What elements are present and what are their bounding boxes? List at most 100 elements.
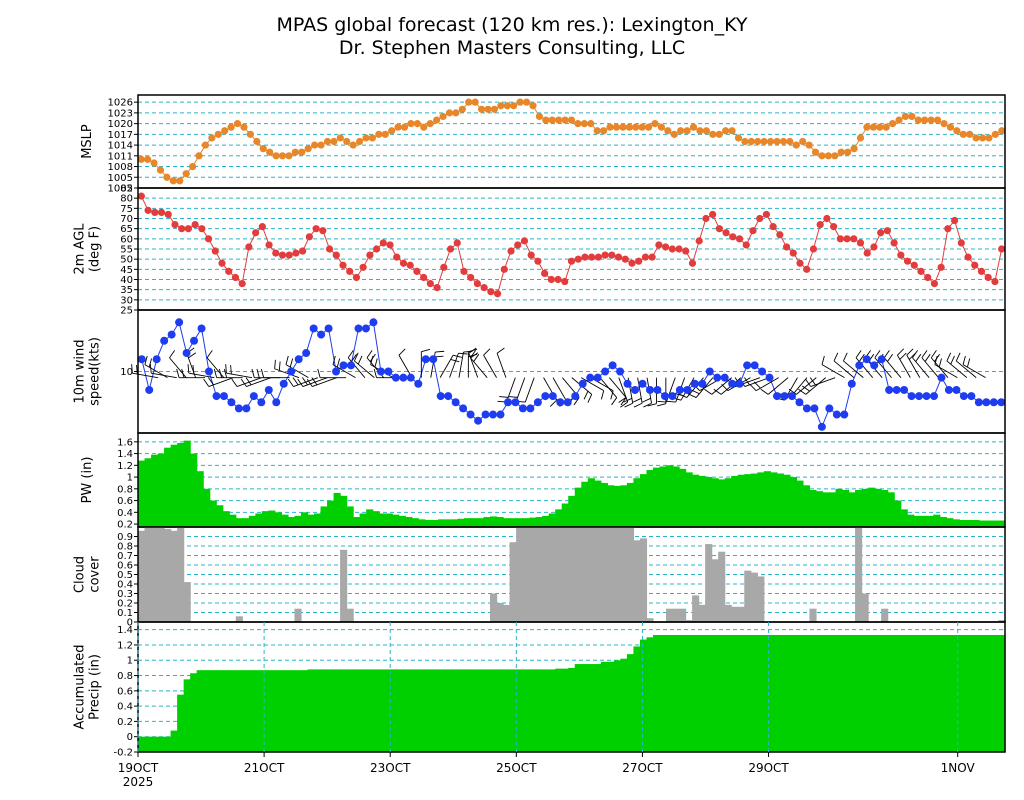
pw-bar — [496, 517, 504, 527]
cloud-bar — [607, 527, 615, 622]
wind-barb — [821, 364, 845, 379]
mslp-point — [542, 116, 550, 124]
cloud-bar — [587, 527, 595, 622]
precip-bar — [776, 635, 784, 752]
mslp-point — [991, 130, 999, 138]
precip-bar — [907, 635, 915, 752]
precip-bar — [353, 669, 361, 752]
wind-point — [802, 404, 811, 413]
precip-bar — [450, 669, 459, 752]
pw-bar — [972, 519, 980, 527]
wind-barb-feather — [421, 348, 431, 353]
wind-point — [690, 379, 699, 388]
temp-point — [937, 263, 945, 271]
mslp-point — [561, 116, 569, 124]
temp-point — [890, 239, 898, 247]
precip-ytick-label: 1.2 — [117, 640, 133, 651]
temp-ylabel: (deg F) — [88, 226, 103, 272]
precip-bar — [698, 635, 706, 752]
pw-bar — [679, 468, 687, 527]
precip-bar — [431, 669, 439, 752]
mslp-ytick-label: 1017 — [108, 130, 133, 141]
cloud-ytick-label: 0.3 — [117, 589, 133, 600]
precip-bar — [418, 669, 426, 752]
wind-barb-feather — [207, 377, 214, 386]
wind-point — [982, 398, 991, 407]
mslp-ytick-label: 1008 — [108, 162, 133, 173]
wind-barb — [483, 354, 497, 378]
temp-point — [137, 192, 145, 200]
wind-point — [855, 361, 864, 370]
wind-point — [795, 398, 804, 407]
mslp-point — [304, 145, 312, 153]
wind-point — [825, 404, 834, 413]
mslp-point — [227, 123, 235, 131]
pw-bar — [320, 506, 328, 527]
mslp-point — [966, 130, 974, 138]
wind-point — [302, 349, 311, 358]
mslp-point — [137, 155, 145, 163]
precip-bar — [268, 670, 276, 752]
pw-bar — [692, 474, 700, 527]
mslp-point — [612, 123, 621, 131]
precip-bar — [913, 635, 921, 752]
precip-bar — [894, 635, 902, 752]
mslp-point — [510, 102, 518, 110]
pw-bar — [822, 492, 830, 527]
precip-bar — [385, 669, 393, 752]
cloud-bar — [138, 530, 146, 622]
temp-ytick-label: 55 — [120, 245, 133, 256]
temp-point — [265, 241, 273, 249]
precip-ytick-label: 0.4 — [117, 702, 133, 713]
wind-barb-feather — [753, 381, 761, 389]
mslp-point — [433, 116, 441, 124]
temp-point — [796, 259, 804, 267]
precip-bar — [652, 635, 661, 752]
pw-bar — [418, 519, 426, 527]
pw-bar — [907, 514, 915, 527]
precip-bar — [978, 635, 987, 752]
temp-point — [420, 273, 428, 282]
precip-bar — [300, 670, 309, 752]
pw-bar — [261, 511, 269, 527]
wind-point — [840, 410, 849, 419]
wind-barb-feather — [499, 396, 509, 398]
temp-point — [850, 235, 858, 243]
mslp-point — [856, 134, 865, 142]
mslp-point — [978, 134, 987, 142]
precip-bar — [802, 635, 811, 752]
temp-point — [655, 241, 663, 249]
wind-point — [376, 367, 385, 376]
precip-bar — [281, 670, 289, 752]
cloud-bar — [998, 620, 1006, 622]
mslp-point — [201, 141, 210, 149]
wind-barb-feather — [306, 378, 313, 387]
precip-bar — [789, 635, 797, 752]
cloud-bar — [724, 604, 732, 622]
temp-point — [292, 249, 300, 257]
wind-barb-feather — [930, 350, 937, 358]
wind-point — [339, 361, 348, 370]
mslp-point — [908, 112, 916, 121]
wind-point — [152, 355, 161, 364]
temp-point — [702, 214, 710, 223]
precip-bar — [509, 669, 517, 752]
precip-bar — [750, 635, 758, 752]
wind-barb-feather — [274, 359, 276, 369]
temp-point — [299, 247, 307, 255]
pw-bar — [698, 475, 706, 527]
temp-point — [924, 273, 932, 282]
wind-barb-feather — [223, 368, 228, 378]
pw-bar — [372, 511, 380, 527]
temp-point — [588, 253, 596, 261]
wind-barb-feather — [287, 378, 294, 387]
wind-point — [608, 361, 617, 370]
temp-point — [930, 279, 939, 288]
pw-bar — [529, 517, 537, 527]
wind-barb-feather — [374, 358, 378, 368]
precip-bar — [861, 635, 869, 752]
temp-point — [426, 279, 434, 288]
cloud-bar — [626, 527, 635, 622]
temp-point — [211, 247, 219, 255]
mslp-point — [317, 141, 325, 149]
